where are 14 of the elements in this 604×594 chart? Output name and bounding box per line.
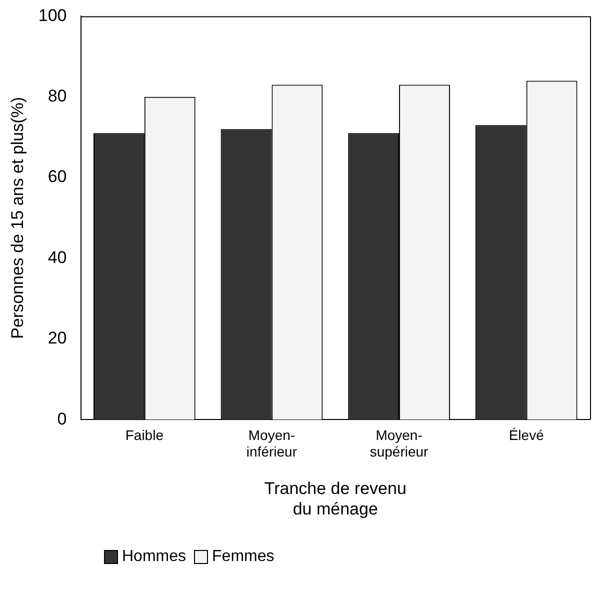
y-tick-label: 80 — [48, 86, 67, 106]
x-tick-label: Élevé — [508, 426, 544, 443]
y-tick-label: 0 — [57, 409, 67, 428]
legend-label: Femmes — [212, 548, 274, 566]
x-axis-title: Tranche de revenu du ménage — [264, 479, 406, 518]
y-tick-label: 40 — [48, 248, 67, 267]
y-tick-label: 20 — [48, 328, 67, 348]
y-tick-label: 60 — [48, 167, 67, 186]
x-tick-label: Moyen-inférieur — [246, 426, 298, 460]
x-tick-label: Moyen-supérieur — [370, 426, 429, 460]
y-tick-label: 100 — [38, 6, 67, 25]
x-tick-label: Faible — [125, 426, 164, 443]
legend-label: Hommes — [122, 548, 186, 566]
y-axis-title: Personnes de 15 ans et plus(%) — [8, 96, 27, 339]
